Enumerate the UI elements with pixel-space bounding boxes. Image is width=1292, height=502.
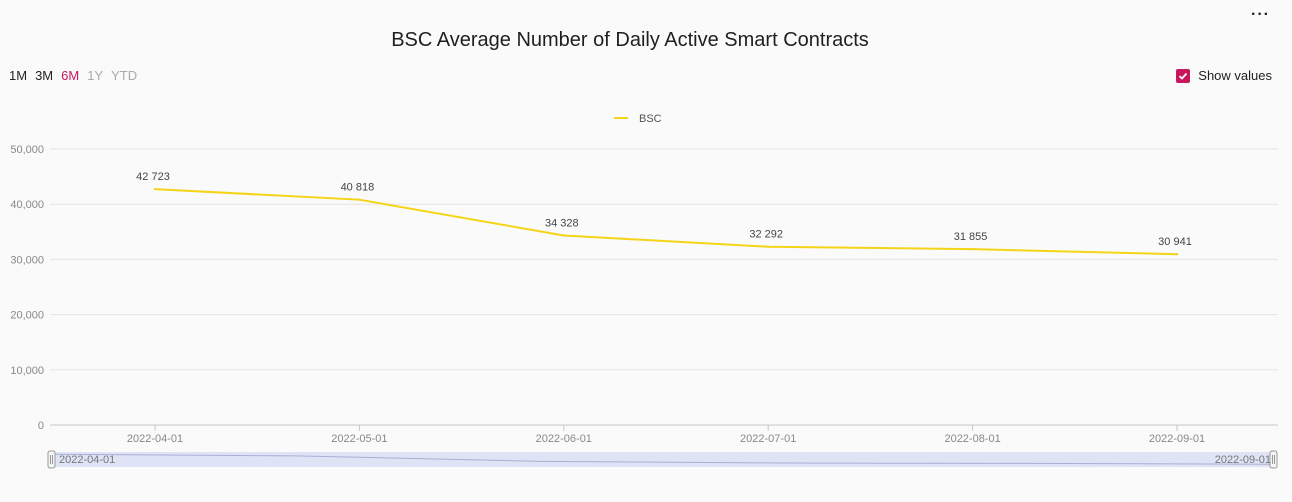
chart-title: BSC Average Number of Daily Active Smart… <box>391 29 869 51</box>
data-point <box>1175 253 1179 256</box>
show-values-label: Show values <box>1198 68 1272 83</box>
data-label: 42 723 <box>136 171 170 183</box>
legend-label: BSC <box>639 113 662 125</box>
y-tick-label: 20,000 <box>10 310 44 322</box>
data-point <box>358 198 361 201</box>
navigator-end-label: 2022-09-01 <box>1215 454 1271 466</box>
x-tick-label: 2022-09-01 <box>1149 433 1205 445</box>
range-6m[interactable]: 6M <box>61 68 80 83</box>
y-tick-label: 0 <box>38 420 44 432</box>
data-point <box>562 234 565 237</box>
range-ytd[interactable]: YTD <box>111 68 138 83</box>
data-label: 40 818 <box>341 182 375 194</box>
y-tick-label: 10,000 <box>10 365 44 377</box>
navigator-selection <box>51 452 1273 467</box>
y-tick-label: 30,000 <box>10 254 44 266</box>
data-label: 31 855 <box>954 231 988 243</box>
x-tick-label: 2022-08-01 <box>944 433 1000 445</box>
range-1m[interactable]: 1M <box>9 68 28 83</box>
range-selector: 1M 3M 6M 1Y YTD <box>9 68 137 83</box>
navigator-handle-right <box>1269 450 1278 469</box>
data-label: 32 292 <box>749 229 783 241</box>
navigator-handle-left <box>47 450 56 469</box>
more-icon[interactable]: ··· <box>1251 6 1270 23</box>
data-point <box>153 187 157 191</box>
x-tick-label: 2022-06-01 <box>536 433 592 445</box>
x-tick-label: 2022-07-01 <box>740 433 796 445</box>
data-point <box>971 247 974 251</box>
data-label: 30 941 <box>1158 236 1192 248</box>
y-tick-label: 50,000 <box>10 144 44 156</box>
x-tick-label: 2022-05-01 <box>331 433 387 445</box>
navigator-series <box>50 453 1274 465</box>
show-values-toggle[interactable]: Show values <box>1176 68 1272 83</box>
data-label: 34 328 <box>545 218 579 230</box>
range-3m[interactable]: 3M <box>35 68 54 83</box>
checkbox-checked-icon[interactable] <box>1176 68 1191 83</box>
series-line-bsc <box>154 188 1178 256</box>
x-tick-label: 2022-04-01 <box>127 433 183 445</box>
navigator-start-label: 2022-04-01 <box>59 454 115 466</box>
range-1y[interactable]: 1Y <box>87 68 104 83</box>
data-point <box>767 245 770 248</box>
y-tick-label: 40,000 <box>10 199 44 211</box>
